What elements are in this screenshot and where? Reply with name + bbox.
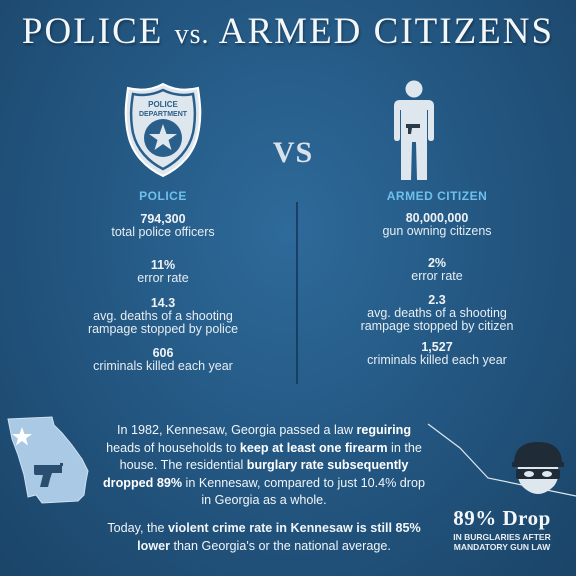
armed-person-icon bbox=[394, 80, 434, 180]
title-police: POLICE bbox=[21, 11, 164, 52]
badge-text-police: POLICE bbox=[148, 100, 178, 109]
kennesaw-story: In 1982, Kennesaw, Georgia passed a law … bbox=[100, 422, 428, 510]
drop-caption-line1: IN BURGLARIES AFTER bbox=[453, 532, 551, 542]
story-bold: keep at least one firearm bbox=[239, 440, 388, 455]
police-heading: POLICE bbox=[139, 189, 187, 203]
kennesaw-today: Today, the violent crime rate in Kennesa… bbox=[100, 520, 428, 555]
story-bold: violent crime rate in Kennesaw is still … bbox=[137, 521, 421, 553]
story-text: heads of households to bbox=[106, 440, 240, 455]
drop-caption-line2: MANDATORY GUN LAW bbox=[453, 542, 551, 552]
stat-label-2: rampage stopped by police bbox=[87, 322, 239, 336]
police-stat-officers: 794,300 total police officers bbox=[53, 213, 273, 239]
burglar-icon bbox=[512, 442, 564, 494]
stat-label: avg. deaths of a shooting bbox=[367, 306, 507, 320]
star-icon bbox=[149, 124, 177, 150]
stat-value: 14.3 bbox=[150, 296, 176, 310]
story-text: in the house. The residential bbox=[119, 440, 422, 473]
stat-value: 2% bbox=[427, 256, 447, 270]
story-text: In 1982, Kennesaw, Georgia passed a law bbox=[116, 423, 357, 437]
badge-text-department: DEPARTMENT bbox=[139, 111, 188, 118]
stat-value: 1,527 bbox=[421, 340, 453, 354]
vs-label: VS bbox=[272, 136, 314, 169]
armed-citizen-heading: ARMED CITIZEN bbox=[386, 189, 488, 203]
police-stat-criminals-killed: 606 criminals killed each year bbox=[53, 347, 273, 373]
handgun-icon bbox=[34, 463, 63, 487]
star-icon bbox=[12, 427, 32, 446]
stat-value: 2.3 bbox=[428, 293, 446, 307]
police-stat-rampage: 14.3 avg. deaths of a shooting rampage s… bbox=[53, 297, 273, 336]
stat-value: 11% bbox=[150, 258, 176, 272]
stat-value: 794,300 bbox=[140, 212, 186, 226]
stat-value: 606 bbox=[152, 346, 174, 360]
stat-label: criminals killed each year bbox=[93, 359, 233, 373]
story-text: Today, the bbox=[107, 521, 168, 535]
georgia-map-icon bbox=[7, 416, 89, 504]
title-vs: vs. bbox=[174, 19, 210, 50]
column-divider bbox=[296, 202, 298, 384]
drop-headline: 89% Drop bbox=[453, 506, 551, 530]
stat-label: error rate bbox=[137, 271, 189, 285]
stat-label: criminals killed each year bbox=[367, 353, 507, 367]
citizen-stat-error-rate: 2% error rate bbox=[327, 257, 547, 283]
story-bold: burglary rate subsequently dropped 89% bbox=[102, 458, 409, 490]
stat-label: avg. deaths of a shooting bbox=[93, 309, 233, 323]
citizen-stat-rampage: 2.3 avg. deaths of a shooting rampage st… bbox=[327, 294, 547, 333]
stat-label-2: rampage stopped by citizen bbox=[360, 319, 514, 333]
police-badge-icon: POLICE DEPARTMENT bbox=[124, 82, 202, 178]
story-text: than Georgia's or the national average. bbox=[170, 538, 391, 553]
title-armed-citizens: ARMED CITIZENS bbox=[218, 11, 555, 52]
citizen-stat-gun-owners: 80,000,000 gun owning citizens bbox=[327, 212, 547, 238]
stat-label: gun owning citizens bbox=[382, 224, 492, 238]
stat-label: total police officers bbox=[111, 225, 215, 239]
citizen-stat-criminals-killed: 1,527 criminals killed each year bbox=[327, 341, 547, 367]
drop-caption: IN BURGLARIES AFTER MANDATORY GUN LAW bbox=[428, 532, 576, 552]
page-title: POLICE vs. ARMED CITIZENS bbox=[0, 10, 576, 53]
stat-value: 80,000,000 bbox=[405, 211, 469, 225]
police-stat-error-rate: 11% error rate bbox=[53, 259, 273, 285]
stat-label: error rate bbox=[411, 269, 463, 283]
story-bold: reguiring bbox=[356, 423, 412, 437]
story-text: in Kennesaw, compared to just 10.4% drop… bbox=[182, 475, 425, 508]
